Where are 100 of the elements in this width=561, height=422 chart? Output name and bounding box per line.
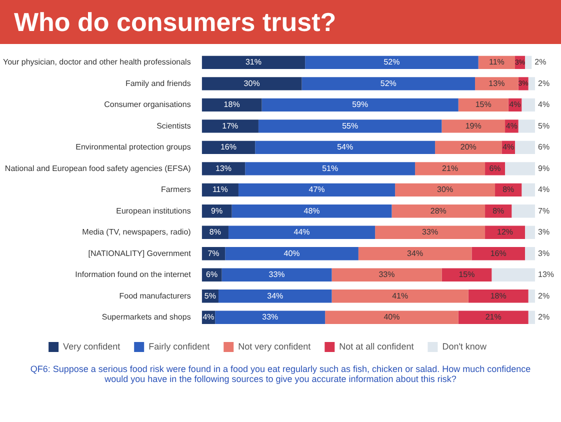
data-label: 6% — [206, 270, 218, 280]
bar — [375, 226, 486, 239]
data-label: 11% — [212, 185, 228, 194]
y-tick-label: Family and friends — [125, 78, 191, 88]
y-tick-label: Scientists — [156, 121, 191, 130]
bar — [202, 140, 256, 154]
data-label: 55% — [342, 121, 358, 130]
data-label: 8% — [502, 185, 514, 194]
bar — [442, 120, 506, 133]
bar — [522, 98, 535, 112]
y-tick-label: European institutions — [116, 206, 191, 216]
data-label: 8% — [209, 228, 221, 237]
bar — [305, 56, 478, 70]
bar — [525, 56, 532, 70]
data-label: 40% — [384, 312, 400, 322]
data-label: 52% — [384, 58, 400, 67]
bar — [228, 226, 376, 239]
legend-label: Don't know — [442, 341, 487, 352]
bar — [238, 183, 396, 196]
data-label: 5% — [538, 121, 550, 130]
y-tick-label: Consumer organisations — [104, 100, 191, 110]
data-label: 4% — [509, 100, 521, 110]
data-label: 4% — [202, 312, 214, 322]
data-label: 41% — [392, 291, 408, 300]
data-label: 11% — [488, 58, 504, 67]
data-label: 3% — [538, 248, 550, 258]
bar — [442, 268, 492, 282]
data-label: 16% — [490, 248, 506, 258]
data-label: 4% — [538, 100, 550, 110]
bar — [472, 247, 526, 260]
bar — [325, 310, 458, 324]
data-label: 7% — [208, 248, 220, 258]
data-label: 6% — [489, 164, 501, 173]
y-tick-label: Information found on the internet — [75, 270, 192, 280]
data-label: 3% — [538, 228, 550, 237]
bar — [215, 310, 326, 324]
bar — [435, 140, 502, 154]
bar — [395, 183, 496, 196]
data-label: 34% — [267, 291, 284, 300]
data-label: 54% — [337, 142, 354, 152]
data-label: 2% — [538, 312, 550, 322]
data-label: 40% — [284, 248, 300, 258]
bar — [302, 77, 476, 90]
bar — [332, 290, 468, 303]
bar — [202, 56, 306, 70]
data-label: 47% — [308, 185, 325, 194]
y-tick-label: Food manufacturers — [119, 291, 191, 300]
bar — [525, 247, 535, 260]
y-tick-label: Supermarkets and shops — [102, 312, 191, 322]
bar — [522, 183, 535, 196]
legend-label: Fairly confident — [148, 341, 210, 352]
y-tick-label: Environmental protection groups — [76, 142, 191, 152]
data-label: 44% — [294, 228, 310, 237]
bar — [222, 268, 332, 282]
data-label: 48% — [304, 206, 320, 216]
legend-label: Very confident — [63, 341, 121, 352]
data-label: 18% — [490, 291, 506, 300]
bar — [528, 77, 535, 90]
data-label: 51% — [322, 164, 338, 173]
bar — [512, 204, 535, 218]
bar — [232, 204, 392, 218]
data-label: 28% — [430, 206, 446, 216]
data-label: 30% — [437, 185, 454, 194]
legend-label: Not very confident — [238, 341, 312, 352]
bar — [458, 98, 508, 112]
bar — [218, 290, 332, 303]
data-label: 13% — [538, 270, 554, 280]
bar — [245, 162, 416, 176]
bar — [392, 204, 486, 218]
data-label: 4% — [538, 185, 550, 194]
bar — [202, 98, 262, 112]
bar — [415, 162, 486, 176]
y-tick-label: [NATIONALITY] Government — [88, 248, 192, 258]
data-label: 2% — [538, 78, 550, 88]
bar — [525, 226, 535, 239]
bar — [528, 310, 535, 324]
data-label: 17% — [222, 121, 238, 130]
data-label: 8% — [492, 206, 504, 216]
data-label: 52% — [380, 78, 396, 88]
bar — [458, 310, 528, 324]
data-label: 2% — [534, 58, 546, 67]
bar — [258, 120, 442, 133]
data-label: 34% — [407, 248, 424, 258]
bar — [225, 247, 358, 260]
data-label: 15% — [458, 270, 475, 280]
data-label: 59% — [352, 100, 368, 110]
chart-title: Who do consumers trust? — [0, 0, 561, 44]
data-label: 19% — [465, 121, 482, 130]
data-label: 15% — [475, 100, 492, 110]
bar — [255, 140, 436, 154]
bar — [262, 98, 458, 112]
bar — [332, 268, 442, 282]
data-label: 4% — [506, 121, 518, 130]
y-tick-label: National and European food safety agencies (EFSA) — [4, 164, 192, 173]
bar — [468, 290, 528, 303]
data-label: 9% — [538, 164, 550, 173]
data-label: 16% — [220, 142, 236, 152]
bar — [528, 290, 535, 303]
bar — [518, 120, 535, 133]
bar — [492, 268, 535, 282]
